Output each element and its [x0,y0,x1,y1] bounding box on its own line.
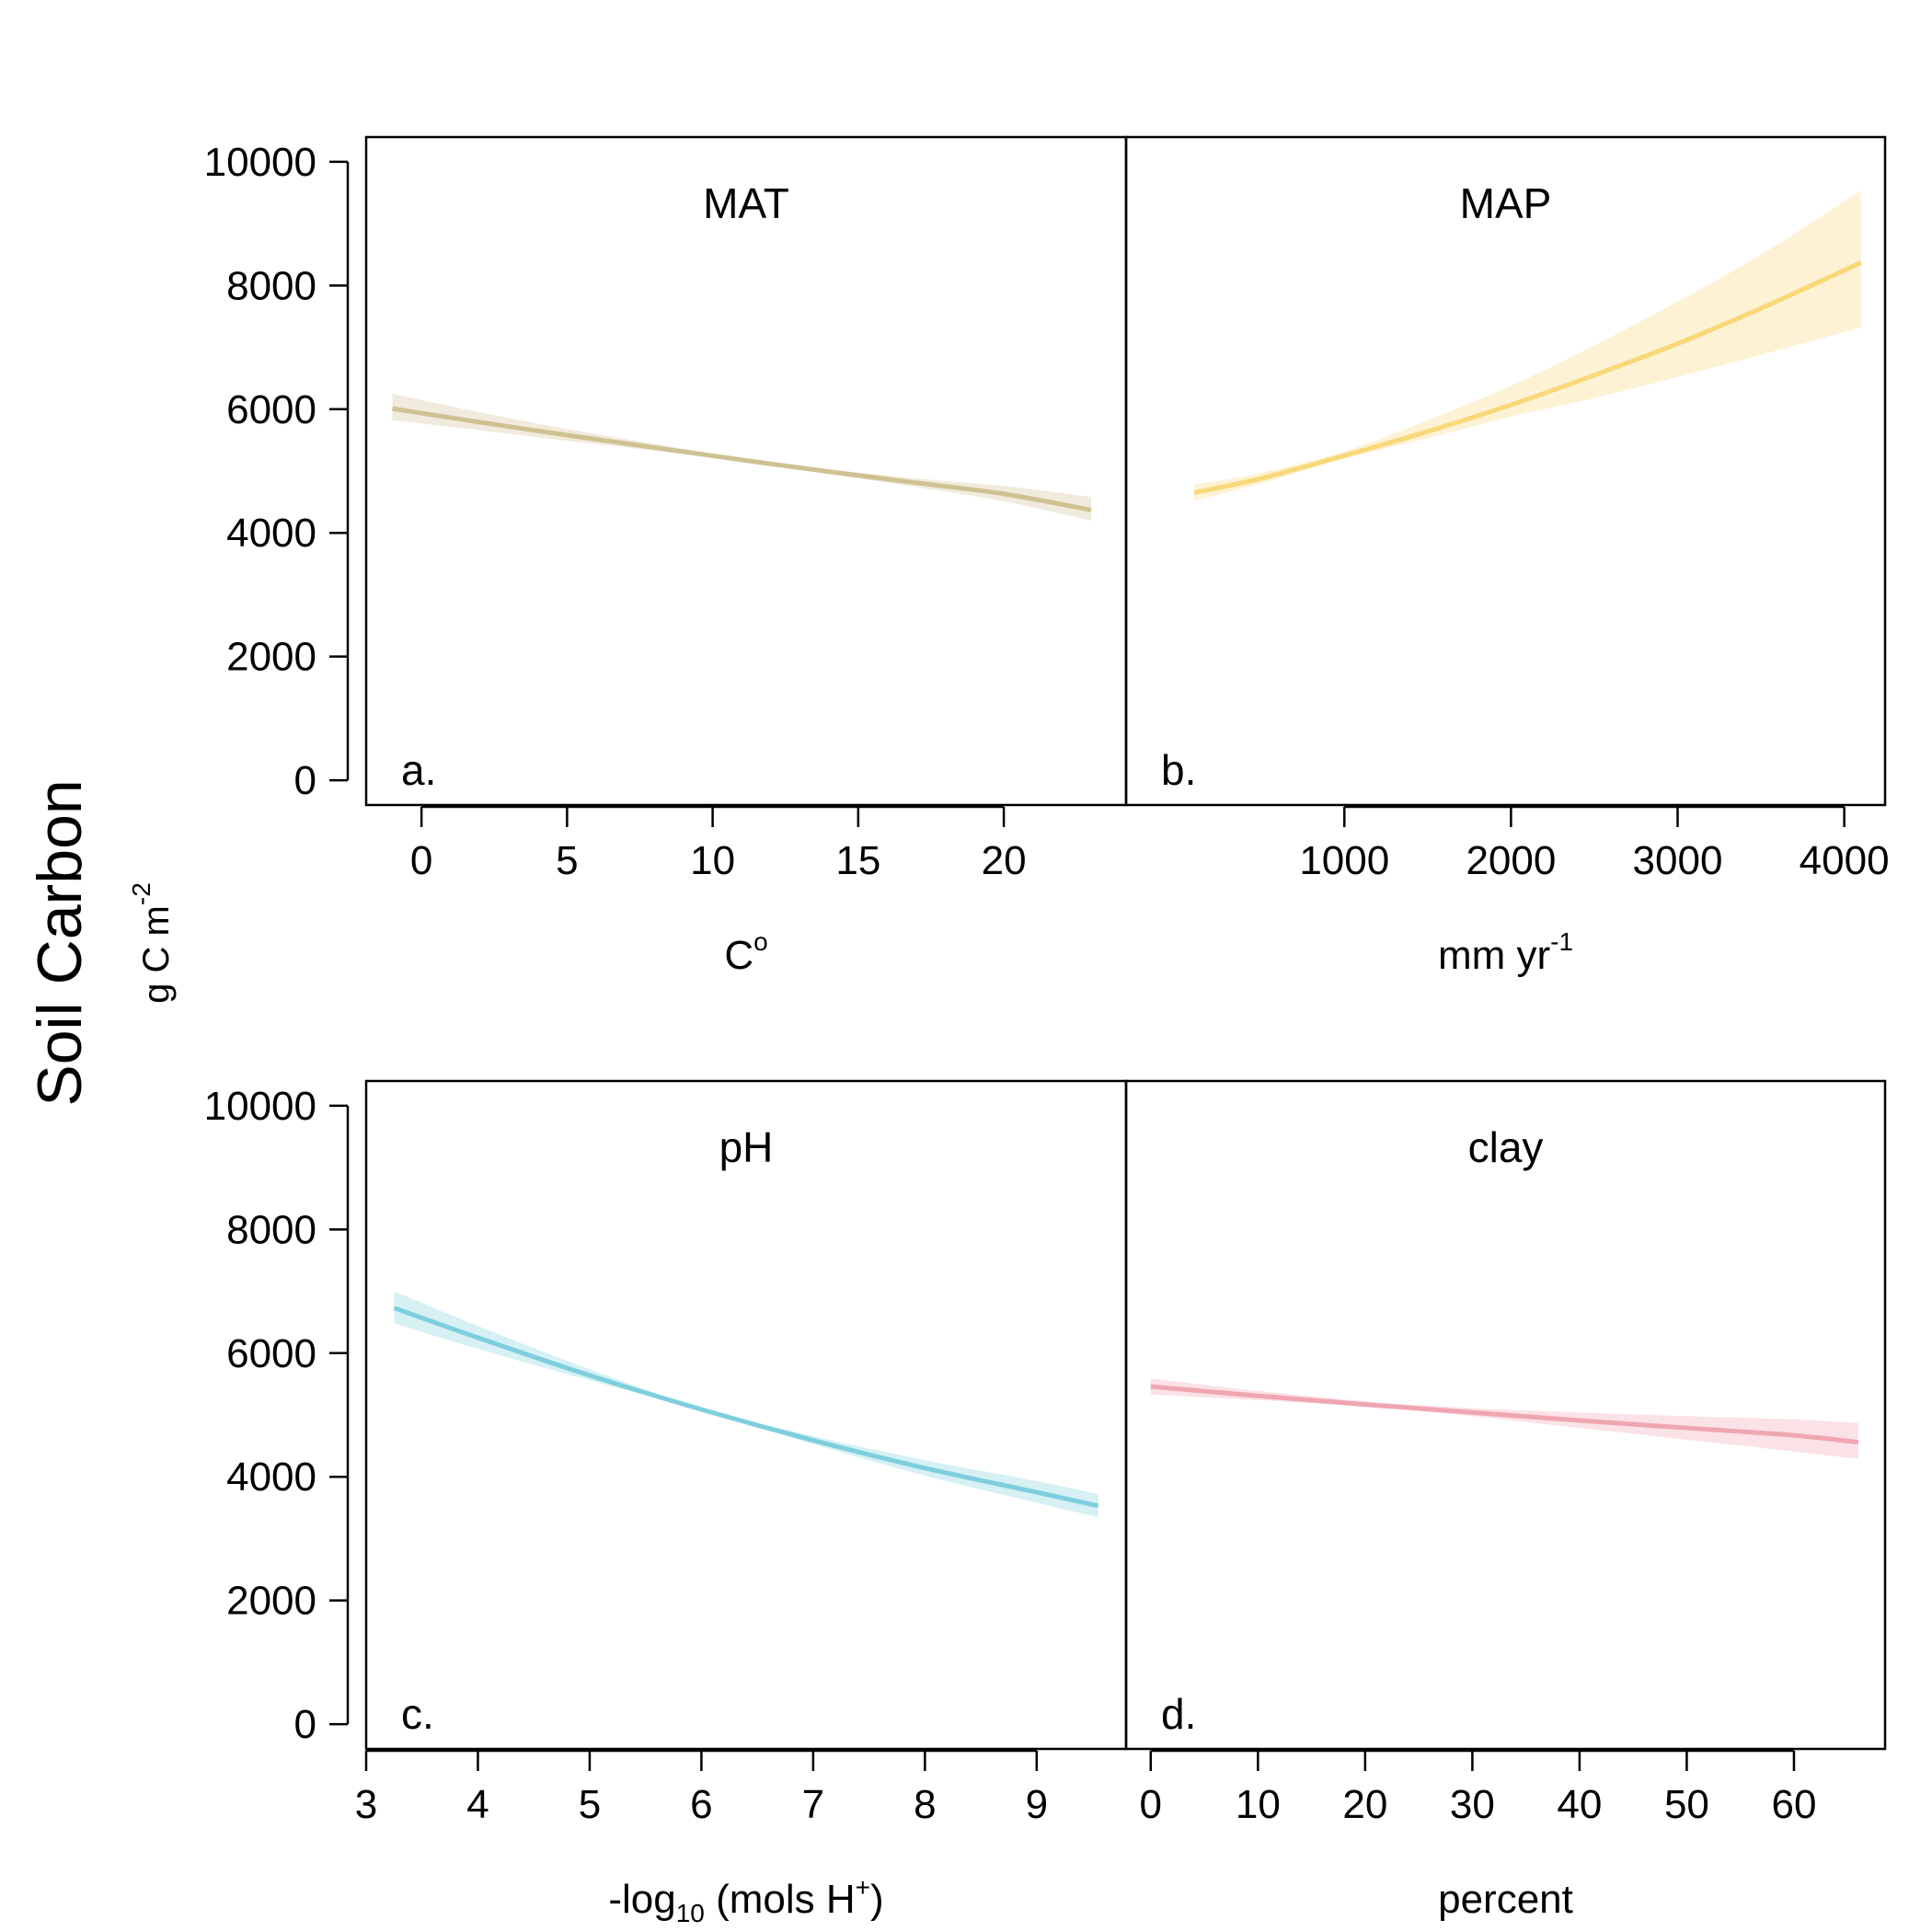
x-tick-label: 4000 [1800,838,1890,883]
confidence-band [392,394,1091,521]
x-tick-label: 30 [1450,1782,1495,1827]
panel-title: MAT [703,179,789,227]
y-axis-title: Soil Carbon g C m-2 [25,779,177,1106]
y-tick-label: 10000 [204,1084,316,1129]
x-tick-label: 2000 [1466,838,1556,883]
panel-title: pH [719,1123,774,1171]
x-tick-label: 4 [466,1782,489,1827]
panel-frame [364,135,1128,807]
x-axis-label-text: mm yr [1438,933,1550,978]
x-axis-label-superscript: -1 [1550,927,1573,956]
y-axis-unit-base: g C m [136,905,177,1004]
panel-mat: MAT a. 0 2000 4000 6000 8000 10000 0 5 10 15 20 Co [204,135,1128,978]
confidence-band [394,1291,1098,1517]
x-tick-label: 3 [355,1782,377,1827]
panel-title: MAP [1460,179,1552,227]
x-axis-label-text: C [724,933,753,978]
x-tick-label: 60 [1771,1782,1816,1827]
x-tick-label: 3000 [1633,838,1723,883]
x-axis-label-superscript: o [753,927,768,956]
x-tick-label: 6 [690,1782,712,1827]
panel-frame [1124,135,1887,807]
x-tick-label: 15 [835,838,880,883]
panel-frame [364,1079,1128,1751]
x-axis-label: mm yr-1 [1438,927,1573,978]
x-tick-label: 20 [1342,1782,1387,1827]
y-axis-unit-superscript: -2 [127,882,155,905]
y-tick-label: 2000 [226,1579,316,1624]
x-tick-label: 0 [410,838,432,883]
fitted-line [392,406,1092,512]
fitted-line [1193,260,1862,495]
x-axis-label-superscript: + [856,1873,870,1902]
panel-frame [1124,1079,1887,1751]
x-axis-label-text: percent [1438,1877,1573,1922]
x-tick-label: 5 [556,838,578,883]
x-tick-label: 20 [982,838,1027,883]
x-tick-label: 50 [1664,1782,1709,1827]
x-axis-label: -log10 (mols H+) [608,1873,883,1927]
x-tick-label: 10 [690,838,735,883]
x-tick-label: 1000 [1299,838,1389,883]
x-axis-label-text: -log [608,1877,675,1922]
y-tick-label: 8000 [226,1207,316,1252]
panel-letter: d. [1161,1690,1196,1738]
x-tick-label: 10 [1236,1782,1281,1827]
y-tick-label: 6000 [226,387,316,432]
y-tick-label: 0 [294,758,316,803]
panel-letter: b. [1161,746,1196,794]
x-axis-label: Co [724,927,767,978]
y-axis-title-main: Soil Carbon [25,779,95,1106]
x-tick-label: 7 [802,1782,824,1827]
x-axis-label: percent [1438,1877,1573,1922]
y-tick-label: 10000 [204,140,316,185]
y-tick-label: 8000 [226,263,316,308]
x-tick-label: 5 [579,1782,601,1827]
y-tick-label: 2000 [226,635,316,680]
x-axis-label-text: ) [870,1877,884,1922]
y-tick-label: 0 [294,1702,316,1747]
fitted-line [393,1305,1099,1509]
x-tick-label: 8 [914,1782,936,1827]
x-tick-label: 0 [1140,1782,1162,1827]
panel-map: MAP b. 1000 2000 3000 4000 mm yr-1 [1124,135,1890,978]
y-tick-label: 6000 [226,1331,316,1376]
panel-letter: a. [401,746,436,794]
y-tick-label: 4000 [226,1455,316,1500]
x-tick-label: 40 [1557,1782,1602,1827]
x-axis-label-text: (mols H [705,1877,856,1922]
panel-title: clay [1468,1123,1544,1171]
panel-clay: clay d. 0 10 20 30 40 50 60 percent [1124,1079,1887,1922]
panel-ph: pH c. 0 2000 4000 6000 8000 10000 3 4 5 6 7 8 9 -log10 … [204,1079,1128,1927]
fitted-line [1150,1384,1859,1445]
confidence-band [1150,1378,1858,1459]
confidence-band [1194,190,1861,501]
y-tick-label: 4000 [226,511,316,556]
x-axis-label-subscript: 10 [676,1899,705,1927]
y-axis-unit: g C m-2 [127,882,177,1004]
panel-letter: c. [401,1690,434,1738]
x-tick-label: 9 [1026,1782,1048,1827]
